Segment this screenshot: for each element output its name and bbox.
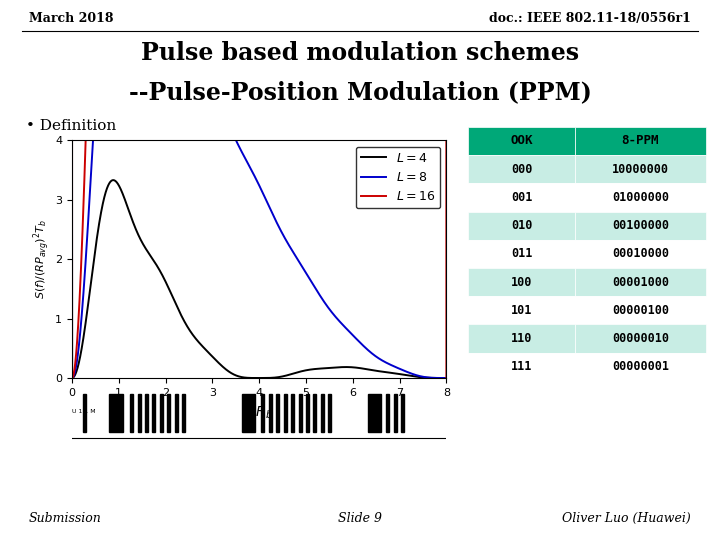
Bar (468, 183, 575, 212)
Text: Pulse based modulation schemes: Pulse based modulation schemes (141, 42, 579, 65)
Bar (394, 394, 397, 433)
Text: 100: 100 (510, 275, 532, 288)
Bar (468, 268, 575, 296)
Bar (328, 394, 331, 433)
Bar (575, 127, 706, 155)
Bar (575, 212, 706, 240)
Text: OOK: OOK (510, 134, 533, 147)
$L = 4$ (135, 235, 144, 241)
Bar (109, 394, 122, 433)
Bar (291, 394, 294, 433)
Text: 101: 101 (510, 303, 532, 316)
$L = 4$ (211, 356, 220, 362)
$L = 4$ (311, 366, 320, 372)
Text: 8-PPM: 8-PPM (621, 134, 659, 147)
Text: 111: 111 (510, 360, 532, 373)
Bar (468, 240, 575, 268)
Bar (575, 353, 706, 381)
Bar (153, 394, 156, 433)
Line: $L = 4$: $L = 4$ (72, 142, 446, 378)
Text: doc.: IEEE 802.11-18/0556r1: doc.: IEEE 802.11-18/0556r1 (490, 12, 691, 25)
Text: 00000100: 00000100 (612, 303, 669, 316)
Text: 00100000: 00100000 (612, 219, 669, 232)
Text: 01000000: 01000000 (612, 191, 669, 204)
Bar (575, 240, 706, 268)
$L = 8$ (292, 254, 301, 261)
Bar (145, 394, 148, 433)
Bar (575, 183, 706, 212)
Text: --Pulse-Position Modulation (PPM): --Pulse-Position Modulation (PPM) (129, 80, 591, 105)
Text: 10000000: 10000000 (612, 163, 669, 176)
$L = 8$ (347, 330, 356, 337)
Text: Submission: Submission (29, 512, 102, 525)
Bar (468, 353, 575, 381)
Text: 001: 001 (510, 191, 532, 204)
Text: 011: 011 (510, 247, 532, 260)
Bar (402, 394, 405, 433)
Bar (387, 394, 390, 433)
$L = 4$ (347, 364, 356, 370)
Bar (130, 394, 133, 433)
Text: 00001000: 00001000 (612, 275, 669, 288)
Bar (321, 394, 324, 433)
Line: $L = 8$: $L = 8$ (72, 0, 446, 378)
Bar (284, 394, 287, 433)
Y-axis label: $S(f)/(RP_{avg})^2T_b$: $S(f)/(RP_{avg})^2T_b$ (32, 219, 53, 299)
Text: March 2018: March 2018 (29, 12, 113, 25)
Text: 110: 110 (510, 332, 532, 345)
Bar (468, 127, 575, 155)
$L = 8$ (442, 375, 451, 381)
Text: 00000001: 00000001 (612, 360, 669, 373)
Bar (168, 394, 171, 433)
Bar (243, 394, 256, 433)
Bar (575, 296, 706, 325)
Bar (306, 394, 309, 433)
Bar (269, 394, 271, 433)
Text: 00010000: 00010000 (612, 247, 669, 260)
Bar (468, 155, 575, 183)
Bar (575, 325, 706, 353)
Bar (276, 394, 279, 433)
Bar (313, 394, 317, 433)
Bar (261, 394, 264, 433)
$L = 8$ (311, 285, 320, 292)
Text: • Definition: • Definition (26, 119, 116, 133)
$L = 4$ (442, 375, 451, 381)
Bar (468, 212, 575, 240)
$L = 8$ (376, 356, 384, 362)
Bar (368, 394, 381, 433)
Text: 010: 010 (510, 219, 532, 232)
$L = 4$ (68, 139, 76, 145)
Text: 00000010: 00000010 (612, 332, 669, 345)
Bar (575, 155, 706, 183)
X-axis label: $f/R_b$: $f/R_b$ (246, 403, 273, 421)
Text: Slide 9: Slide 9 (338, 512, 382, 525)
Line: $L = 16$: $L = 16$ (72, 0, 446, 378)
Bar (84, 394, 86, 433)
Bar (575, 268, 706, 296)
Legend: $L = 4$, $L = 8$, $L = 16$: $L = 4$, $L = 8$, $L = 16$ (356, 147, 440, 208)
Bar (175, 394, 178, 433)
$L = 16$ (442, 375, 451, 381)
$L = 4$ (376, 368, 384, 375)
Bar (299, 394, 302, 433)
Text: 000: 000 (510, 163, 532, 176)
$L = 8$ (211, 89, 220, 95)
$L = 4$ (292, 369, 301, 376)
Bar (468, 325, 575, 353)
Text: U 1 1 M: U 1 1 M (72, 409, 96, 414)
Bar (468, 296, 575, 325)
Bar (160, 394, 163, 433)
Bar (138, 394, 140, 433)
Text: Oliver Luo (Huawei): Oliver Luo (Huawei) (562, 512, 691, 525)
Bar (182, 394, 186, 433)
